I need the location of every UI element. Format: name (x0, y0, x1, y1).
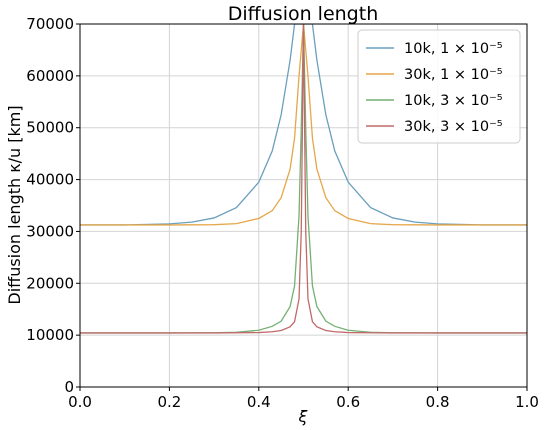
y-tick-label: 0 (64, 378, 74, 396)
y-axis-ticks: 0 10000 20000 30000 40000 50000 60000 70000 (26, 15, 80, 396)
legend: 10k, 1 × 10⁻⁵ 30k, 1 × 10⁻⁵ 10k, 3 × 10⁻⁵ 3… (357, 29, 521, 144)
legend-box (357, 29, 521, 144)
x-tick-label: 0.4 (247, 393, 271, 411)
legend-label: 10k, 1 × 10⁻⁵ (404, 41, 503, 57)
y-tick-label: 20000 (26, 274, 74, 292)
y-tick-label: 30000 (26, 222, 74, 240)
x-tick-label: 0.2 (157, 393, 181, 411)
chart-title: Diffusion length (228, 3, 379, 25)
series-line-2 (80, 24, 527, 334)
y-tick-label: 10000 (26, 326, 74, 344)
plot-area (80, 24, 527, 334)
plot-frame (79, 23, 528, 388)
x-tick-label: 0.8 (426, 393, 450, 411)
x-axis-label: ξ (298, 407, 309, 426)
y-tick-label: 70000 (26, 15, 74, 33)
x-axis-ticks: 0.0 0.2 0.4 0.6 0.8 1.0 (68, 387, 539, 411)
x-tick-label: 0.6 (336, 393, 360, 411)
y-tick-label: 50000 (26, 119, 74, 137)
y-axis-label: Diffusion length κ/u [km] (5, 105, 24, 304)
legend-label: 30k, 3 × 10⁻⁵ (404, 119, 503, 135)
x-tick-label: 1.0 (515, 393, 539, 411)
series-line-1 (80, 24, 527, 226)
series-group (80, 24, 527, 334)
y-tick-label: 40000 (26, 171, 74, 189)
legend-label: 30k, 1 × 10⁻⁵ (404, 67, 503, 83)
series-line-3 (80, 24, 527, 334)
y-tick-label: 60000 (26, 67, 74, 85)
x-tick-label: 0.0 (68, 393, 92, 411)
legend-label: 10k, 3 × 10⁻⁵ (404, 93, 503, 109)
series-line-0 (80, 24, 527, 226)
